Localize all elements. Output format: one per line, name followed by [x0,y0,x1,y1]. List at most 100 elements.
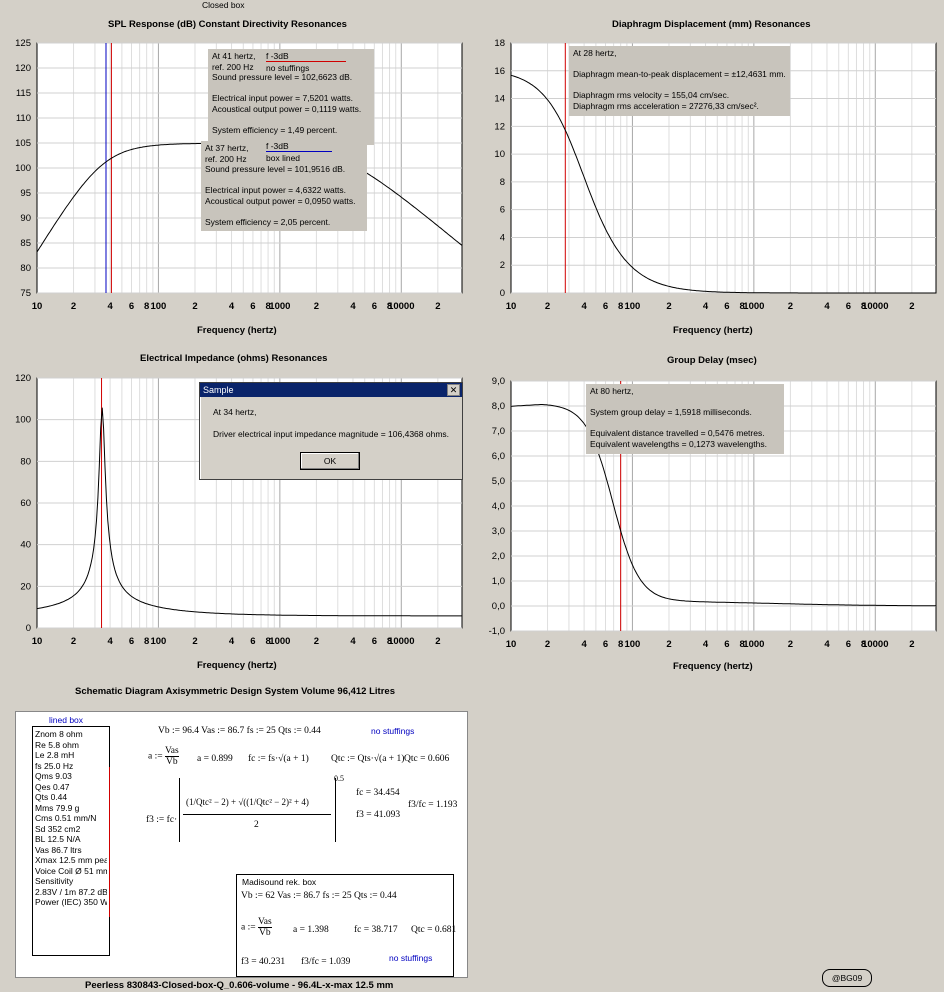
x-tick-label: 2 [71,636,76,647]
y-tick-label: 3,0 [492,526,505,537]
displacement-info-box: At 28 hertz, Diaphragm mean-to-peak disp… [569,46,790,116]
madisound-fc-val: fc = 38.717 [354,925,398,935]
y-tick-label: 100 [15,415,31,426]
x-tick-label: 1000 [743,301,764,312]
group-delay-info-line [590,418,780,429]
spec-red-line [109,767,110,917]
madisound-ratio-val: f3/fc = 1.039 [301,957,351,967]
group-delay-title: Group Delay (msec) [667,355,757,366]
x-tick-label: 8 [387,636,392,647]
x-tick-label: 2 [909,301,914,312]
ok-button[interactable]: OK [300,452,360,470]
eq-a-frac: Vas Vb [164,746,179,767]
x-tick-label: 6 [129,301,134,312]
dialog-line-1: At 34 hertz, [213,407,257,417]
spec-line: Le 2.8 mH [35,750,75,760]
response-curve [510,74,936,294]
spl-info1-line: Acoustical output power = 0,1119 watts. [212,103,362,114]
group-delay-info-line [590,397,780,408]
madisound-a-lhs: a := [241,922,256,933]
spec-line: Znom 8 ohm [35,729,83,739]
y-tick-label: 5,0 [492,476,505,487]
spl-info2-line: At 37 hertz, [205,143,249,153]
spec-line: 2.83V / 1m 87.2 dB [35,886,107,897]
x-tick-label: 10000 [862,639,888,650]
spec-line: Power (IEC) 350 W [35,897,107,907]
x-tick-label: 2 [435,301,440,312]
y-tick-label: 40 [20,540,31,551]
x-tick-label: 8 [265,636,270,647]
y-tick-label: 6 [500,205,505,216]
spl-info1-line: Electrical input power = 7,5201 watts. [212,93,354,103]
x-tick-label: 6 [250,636,255,647]
x-tick-label: 10 [32,636,43,647]
impedance-title: Electrical Impedance (ohms) Resonances [140,353,328,364]
displacement-info-line [573,59,786,70]
x-tick-label: 10000 [388,301,414,312]
x-tick-label: 2 [666,301,671,312]
eq-a-num: Vas [164,746,179,757]
x-tick-label: 8 [861,639,866,650]
spec-line: Voice Coil Ø 51 mm [35,865,107,876]
x-tick-label: 10000 [388,636,414,647]
y-tick-label: 18 [494,38,505,49]
y-tick-label: 110 [16,113,31,124]
madisound-a-num: Vas [257,917,272,928]
y-tick-label: 120 [15,373,31,384]
displacement-info-line [573,80,786,91]
spl-info1-line: Sound pressure level = 102,6623 dB. [212,72,353,82]
eq-fc-val: fc = 34.454 [356,788,400,798]
x-tick-label: 6 [372,636,377,647]
eq-f3-lhs: f3 := fc· [146,815,178,825]
madisound-a-den: Vb [259,928,271,938]
x-tick-label: 6 [603,639,608,650]
x-tick-label: 4 [581,301,587,312]
dialog-titlebar[interactable]: Sample ✕ [200,383,462,397]
y-tick-label: 2,0 [492,551,505,562]
spec-line: Re 5.8 ohm [35,739,79,750]
displacement-title: Diaphragm Displacement (mm) Resonances [612,19,811,30]
x-tick-label: 8 [387,301,392,312]
madisound-no-stuffings: no stuffings [389,953,433,963]
y-tick-label: 1,0 [492,576,505,587]
close-icon[interactable]: ✕ [447,384,460,396]
eq-f3-bracket [179,778,336,842]
y-tick-label: 10 [494,149,505,160]
madisound-f3-val: f3 = 40.231 [241,957,286,967]
x-tick-label: 2 [545,639,550,650]
y-tick-label: 7,0 [492,426,505,437]
x-tick-label: 10 [506,639,517,650]
x-tick-label: 4 [703,301,709,312]
spec-line: Sensitivity [35,876,74,886]
x-tick-label: 1000 [743,639,764,650]
x-tick-label: 8 [144,636,149,647]
spec-line: Qts 0.44 [35,792,68,802]
spl-info-box-2: At 37 hertz, ref. 200 Hz Sound pressure … [201,141,367,231]
spl-info2-line: System efficiency = 2,05 percent. [205,216,331,227]
spec-line: Qes 0.47 [35,781,70,792]
y-tick-label: 8,0 [492,401,505,412]
spl-info1-line: System efficiency = 1,49 percent. [212,124,338,135]
madisound-box: Madisound rek. box Vb := 62 Vas := 86.7 … [236,874,456,977]
displacement-info-line: At 28 hertz, [573,48,617,58]
y-tick-label: 4,0 [492,501,505,512]
x-tick-label: 4 [229,301,235,312]
dialog-title: Sample [203,385,234,395]
x-tick-label: 6 [372,301,377,312]
spl-info2-line: ref. 200 Hz [205,153,247,164]
x-tick-label: 4 [824,301,830,312]
x-tick-label: 6 [129,636,134,647]
x-tick-label: 6 [846,639,851,650]
x-tick-label: 4 [107,636,113,647]
x-tick-label: 4 [581,639,587,650]
y-tick-label: 9,0 [492,376,505,387]
author-badge: @BG09 [822,969,872,987]
eq-a-val: a = 0.899 [197,754,233,764]
driver-spec-box: Znom 8 ohm Re 5.8 ohm Le 2.8 mH fs 25.0 … [32,726,110,956]
spec-line: Sd 352 cm2 [35,823,81,834]
eq-f3-den: 2 [254,820,259,830]
x-tick-label: 6 [250,301,255,312]
y-tick-label: 100 [15,163,31,174]
group-delay-info-line: Equivalent wavelengths = 0,1273 waveleng… [590,438,767,449]
x-tick-label: 8 [144,301,149,312]
